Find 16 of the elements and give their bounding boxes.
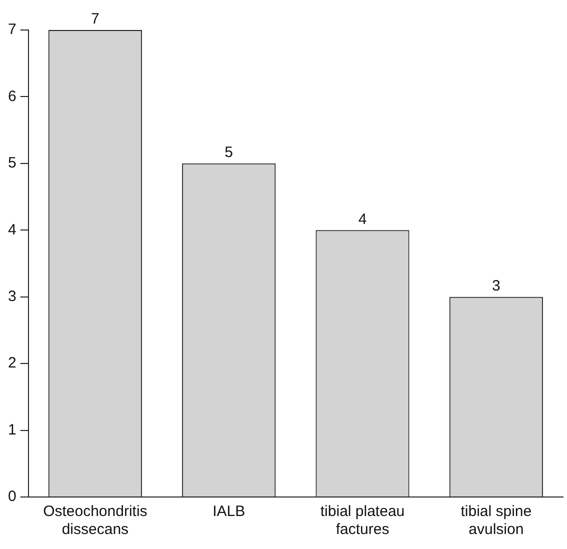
y-tick-label: 0 xyxy=(8,488,16,506)
y-tick-label: 6 xyxy=(8,88,16,105)
y-tick-label: 3 xyxy=(8,288,16,305)
y-tick-label: 2 xyxy=(8,354,16,372)
data-label: 7 xyxy=(91,10,100,28)
data-label: 5 xyxy=(224,144,234,162)
y-tick-label: 1 xyxy=(8,421,16,438)
x-tick-label: IALB xyxy=(212,503,246,520)
y-tick-label: 5 xyxy=(8,154,16,172)
data-label: 4 xyxy=(358,210,367,228)
y-tick-label: 7 xyxy=(8,21,16,38)
x-tick-label: tibial plateau factures xyxy=(320,503,405,538)
data-label: 3 xyxy=(492,278,500,294)
x-tick-label: Osteochondritis dissecans xyxy=(43,503,148,538)
y-tick-label: 4 xyxy=(8,221,16,238)
x-tick-label: tibial spine avulsion xyxy=(460,503,532,538)
